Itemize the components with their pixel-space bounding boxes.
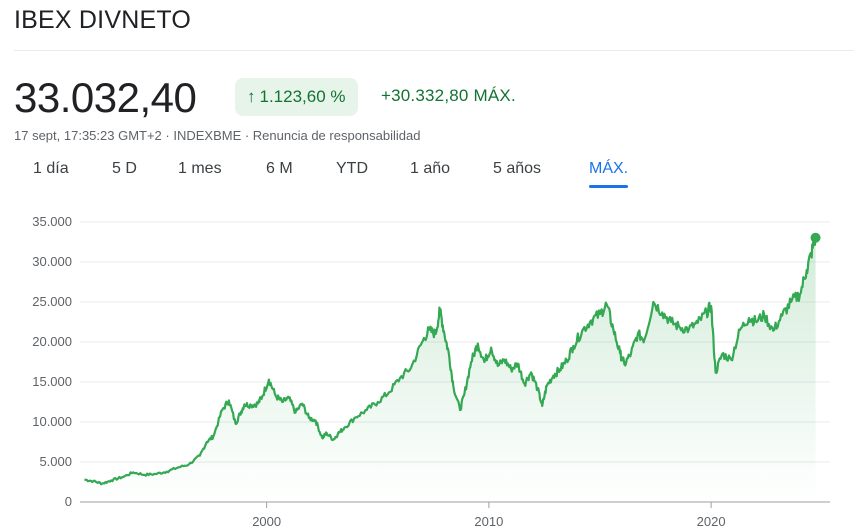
tab-1-month[interactable]: 1 mes [178,160,222,177]
y-tick-label: 20.000 [32,334,72,349]
y-tick-label: 30.000 [32,254,72,269]
y-tick-label: 5.000 [39,454,72,469]
tab-5-years[interactable]: 5 años [493,160,542,177]
y-tick-label: 10.000 [32,414,72,429]
percent-change-badge: ↑ 1.123,60 % [235,78,358,116]
x-tick-label: 2020 [697,514,726,529]
y-tick-label: 0 [65,494,72,509]
tab-max[interactable]: MÁX. [589,160,629,188]
x-axis-labels: 2000 2010 2020 [252,502,726,529]
arrow-up-icon: ↑ [247,87,256,106]
tab-ytd[interactable]: YTD [336,160,368,177]
quote-meta: 17 sept, 17:35:23 GMT+2 · INDEXBME · Ren… [14,128,421,143]
y-axis-labels: 0 5.000 10.000 15.000 20.000 25.000 30.000 35.0… [32,214,72,509]
y-tick-label: 25.000 [32,294,72,309]
price-chart[interactable]: 0 5.000 10.000 15.000 20.000 25.000 30.000 35.0… [0,200,853,531]
absolute-change-value: +30.332,80 [381,86,469,105]
price-line [84,237,817,486]
x-tick-label: 2000 [252,514,281,529]
tab-6-months[interactable]: 6 M [266,160,293,177]
change-period-label: MÁX. [473,86,516,105]
index-title: IBEX DIVNETO [14,6,191,34]
tab-1-day[interactable]: 1 día [33,160,69,177]
tab-1-year[interactable]: 1 año [410,160,451,177]
current-price: 33.032,40 [14,74,197,121]
header-divider [14,50,853,51]
y-tick-label: 35.000 [32,214,72,229]
absolute-change: +30.332,80 MÁX. [381,86,516,106]
x-tick-label: 2010 [474,514,503,529]
y-tick-label: 15.000 [32,374,72,389]
last-price-point[interactable] [810,232,821,243]
tab-5-days[interactable]: 5 D [112,160,137,177]
percent-change-value: 1.123,60 % [259,87,346,106]
